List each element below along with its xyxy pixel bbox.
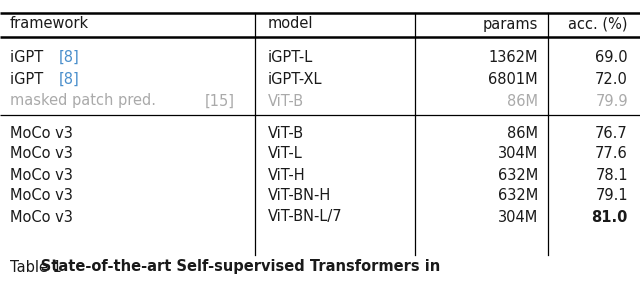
Text: masked patch pred.: masked patch pred.: [10, 93, 161, 109]
Text: 69.0: 69.0: [595, 50, 628, 64]
Text: MoCo v3: MoCo v3: [10, 209, 73, 225]
Text: iGPT: iGPT: [10, 72, 48, 87]
Text: iGPT-L: iGPT-L: [268, 50, 313, 64]
Text: [8]: [8]: [59, 50, 79, 64]
Text: 304M: 304M: [498, 209, 538, 225]
Text: [15]: [15]: [204, 93, 234, 109]
Text: model: model: [268, 17, 314, 32]
Text: iGPT-XL: iGPT-XL: [268, 72, 323, 87]
Text: 81.0: 81.0: [591, 209, 628, 225]
Text: MoCo v3: MoCo v3: [10, 146, 73, 162]
Text: 78.1: 78.1: [595, 168, 628, 182]
Text: 632M: 632M: [498, 188, 538, 203]
Text: 76.7: 76.7: [595, 125, 628, 141]
Text: ViT-B: ViT-B: [268, 125, 304, 141]
Text: 86M: 86M: [507, 93, 538, 109]
Text: 72.0: 72.0: [595, 72, 628, 87]
Text: ViT-L: ViT-L: [268, 146, 303, 162]
Text: MoCo v3: MoCo v3: [10, 188, 73, 203]
Text: ViT-BN-H: ViT-BN-H: [268, 188, 332, 203]
Text: [8]: [8]: [59, 72, 79, 87]
Text: ViT-H: ViT-H: [268, 168, 306, 182]
Text: 304M: 304M: [498, 146, 538, 162]
Text: 632M: 632M: [498, 168, 538, 182]
Text: ViT-B: ViT-B: [268, 93, 304, 109]
Text: 86M: 86M: [507, 125, 538, 141]
Text: 6801M: 6801M: [488, 72, 538, 87]
Text: framework: framework: [10, 17, 89, 32]
Text: 79.1: 79.1: [595, 188, 628, 203]
Text: acc. (%): acc. (%): [568, 17, 628, 32]
Text: 77.6: 77.6: [595, 146, 628, 162]
Text: 1362M: 1362M: [488, 50, 538, 64]
Text: MoCo v3: MoCo v3: [10, 168, 73, 182]
Text: iGPT: iGPT: [10, 50, 48, 64]
Text: MoCo v3: MoCo v3: [10, 125, 73, 141]
Text: 79.9: 79.9: [595, 93, 628, 109]
Text: State-of-the-art Self-supervised Transformers in: State-of-the-art Self-supervised Transfo…: [10, 260, 440, 274]
Text: Table 1: Table 1: [10, 260, 62, 274]
Text: ViT-BN-L/7: ViT-BN-L/7: [268, 209, 342, 225]
Text: params: params: [483, 17, 538, 32]
